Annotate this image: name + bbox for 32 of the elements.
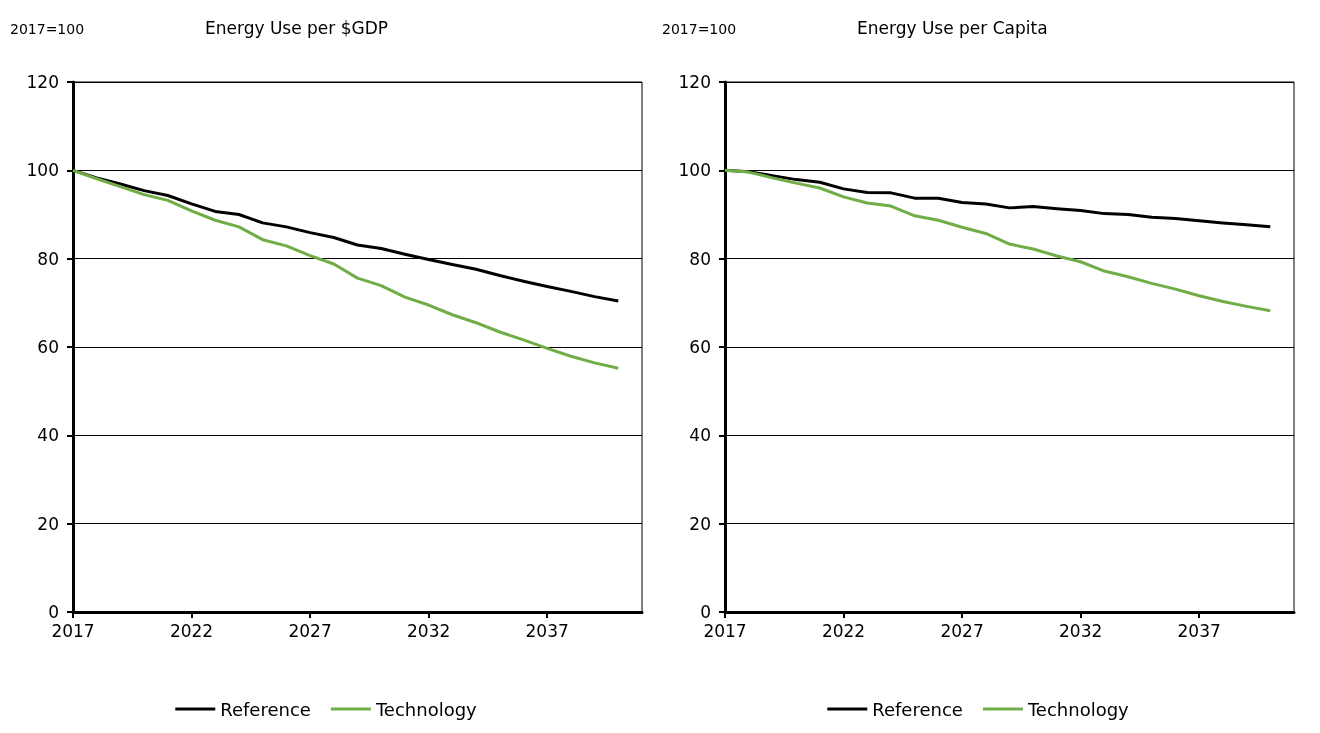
y-tick-label: 0 — [700, 602, 711, 622]
y-tick-label: 120 — [26, 72, 59, 92]
x-tick-label: 2032 — [406, 620, 451, 641]
legend-label: Reference — [220, 698, 311, 720]
x-tick-label: 2017 — [51, 620, 95, 641]
y-tick-label: 40 — [37, 425, 59, 446]
y-tick-label: 80 — [689, 248, 711, 269]
legend-label: Reference — [872, 698, 963, 720]
x-tick-label: 2027 — [288, 620, 332, 641]
y-tick-label: 120 — [678, 72, 711, 92]
y-tick-label: 40 — [689, 425, 711, 446]
y-tick-label: 20 — [37, 513, 59, 534]
x-tick-label: 2022 — [169, 620, 214, 641]
x-tick-label: 2022 — [821, 620, 866, 641]
x-tick-label: 2017 — [703, 620, 747, 641]
chart-title: Energy Use per Capita — [857, 17, 1048, 38]
x-tick-label: 2032 — [1058, 620, 1103, 641]
x-tick-label: 2027 — [940, 620, 984, 641]
y-tick-label: 100 — [26, 160, 59, 181]
y-axis-title: 2017=100 — [10, 21, 85, 37]
y-axis-title: 2017=100 — [662, 21, 737, 37]
y-tick-label: 0 — [48, 602, 59, 622]
y-tick-label: 20 — [689, 513, 711, 534]
chart-title: Energy Use per $GDP — [205, 17, 389, 38]
y-tick-label: 60 — [37, 337, 59, 357]
y-tick-label: 100 — [678, 160, 711, 181]
y-tick-label: 80 — [37, 248, 59, 269]
legend-label: Technology — [1026, 698, 1130, 720]
x-tick-label: 2037 — [1177, 620, 1221, 641]
y-tick-label: 60 — [689, 337, 711, 357]
x-tick-label: 2037 — [525, 620, 569, 641]
legend-label: Technology — [374, 698, 478, 720]
